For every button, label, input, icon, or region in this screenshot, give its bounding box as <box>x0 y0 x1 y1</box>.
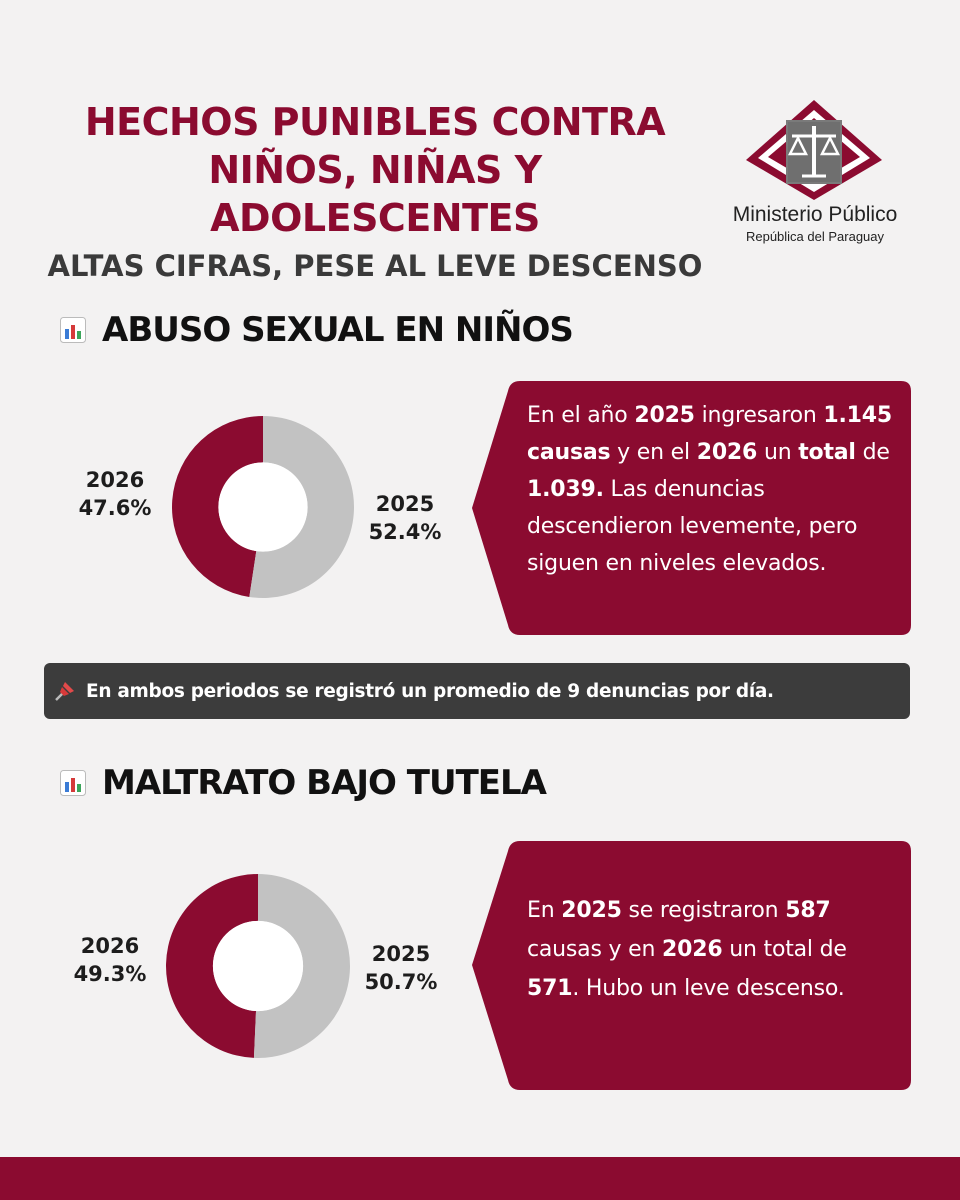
note-text: En ambos periodos se registró un promedi… <box>86 680 774 702</box>
donut-chart-abuso <box>171 416 354 598</box>
donut-label-2025: 2025 52.4% <box>350 490 460 546</box>
donut-slice-2025 <box>249 416 354 598</box>
donut-hole <box>212 920 304 1012</box>
page-title-line-2: NIÑOS, NIÑAS Y ADOLESCENTES <box>208 148 542 240</box>
donut-label-2026: 2026 49.3% <box>55 932 165 988</box>
donut-label-2025: 2025 50.7% <box>346 940 456 996</box>
callout-abuso: En el año 2025 ingresaron 1.145 causas y… <box>470 381 911 635</box>
slice-year: 2025 <box>375 492 435 516</box>
page-title-line-1: HECHOS PUNIBLES CONTRA <box>84 100 666 144</box>
section-heading-abuso: ABUSO SEXUAL EN NIÑOS <box>60 305 574 355</box>
logo-subtitle: República del Paraguay <box>745 229 885 244</box>
logo-name: Ministerio Público <box>732 203 898 226</box>
donut-label-2026: 2026 47.6% <box>60 466 170 522</box>
donut-slice-2026 <box>165 874 258 1058</box>
note-bar: En ambos periodos se registró un promedi… <box>44 663 910 719</box>
callout-text: En 2025 se registraron 587 causas y en 2… <box>527 898 847 1001</box>
pushpin-icon <box>55 682 74 701</box>
slice-year: 2025 <box>371 942 431 966</box>
slice-percent: 50.7% <box>364 970 438 994</box>
section-title: ABUSO SEXUAL EN NIÑOS <box>102 310 574 350</box>
page-subtitle: ALTAS CIFRAS, PESE AL LEVE DESCENSO <box>47 249 703 283</box>
slice-year: 2026 <box>85 468 145 492</box>
footer-bar <box>0 1157 960 1200</box>
callout-text: En el año 2025 ingresaron 1.145 causas y… <box>527 403 893 576</box>
scales-of-justice-icon <box>746 100 882 200</box>
section-heading-maltrato: MALTRATO BAJO TUTELA <box>60 758 547 808</box>
donut-slice-2025 <box>253 874 350 1058</box>
slice-percent: 52.4% <box>368 520 442 544</box>
callout-maltrato: En 2025 se registraron 587 causas y en 2… <box>470 841 911 1090</box>
donut-chart-maltrato <box>165 874 350 1058</box>
slice-year: 2026 <box>80 934 140 958</box>
bar-chart-icon <box>60 770 86 796</box>
header: HECHOS PUNIBLES CONTRA NIÑOS, NIÑAS Y AD… <box>40 98 710 288</box>
bar-chart-icon <box>60 317 86 343</box>
slice-percent: 49.3% <box>73 962 147 986</box>
section-title: MALTRATO BAJO TUTELA <box>102 763 547 803</box>
donut-hole <box>218 462 308 552</box>
slice-percent: 47.6% <box>78 496 152 520</box>
donut-slice-2026 <box>171 416 263 597</box>
ministerio-publico-logo: Ministerio Público República del Paragua… <box>700 92 930 252</box>
